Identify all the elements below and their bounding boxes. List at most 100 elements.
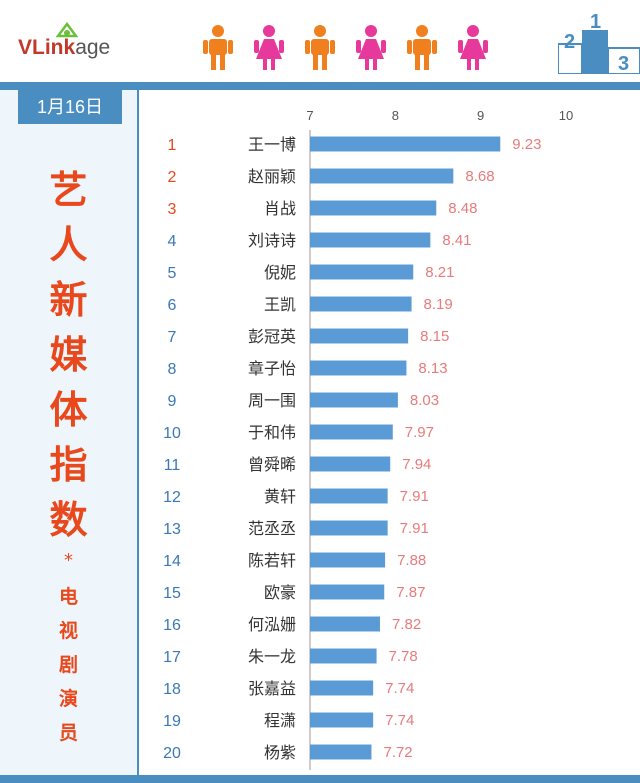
bar bbox=[310, 584, 385, 600]
category-label: 王凯 bbox=[264, 295, 296, 314]
category-label: 朱一龙 bbox=[248, 647, 296, 666]
value-label: 8.13 bbox=[418, 360, 447, 377]
female-person-icon bbox=[356, 25, 386, 70]
value-label: 7.74 bbox=[385, 712, 414, 729]
rank-label: 6 bbox=[168, 297, 177, 314]
category-label: 赵丽颖 bbox=[248, 167, 296, 186]
rank-label: 20 bbox=[163, 745, 181, 762]
rank-label: 14 bbox=[163, 553, 181, 570]
bar bbox=[310, 520, 388, 536]
category-label: 张嘉益 bbox=[248, 679, 296, 698]
value-label: 8.48 bbox=[448, 200, 477, 217]
rank-label: 12 bbox=[163, 489, 181, 506]
rank-label: 5 bbox=[168, 265, 177, 282]
title-char: 新 bbox=[49, 278, 88, 322]
bar bbox=[310, 232, 431, 248]
value-label: 8.15 bbox=[420, 328, 449, 345]
bar bbox=[310, 648, 377, 664]
category-label: 何泓姗 bbox=[248, 615, 296, 634]
subtitle-char: 视 bbox=[58, 620, 78, 642]
x-tick-label: 9 bbox=[477, 108, 484, 123]
bar bbox=[310, 488, 388, 504]
sidebar: 1月16日 艺 人 新 媒 体 指 数 * 电 视 剧 演 员 bbox=[0, 90, 139, 775]
rank-label: 1 bbox=[168, 137, 177, 154]
title-char: 艺 bbox=[49, 168, 88, 212]
female-person-icon bbox=[254, 25, 284, 70]
category-label: 陈若轩 bbox=[248, 551, 296, 570]
subtitle-char: 剧 bbox=[58, 654, 78, 676]
x-tick-label: 10 bbox=[559, 108, 573, 123]
category-label: 曾舜晞 bbox=[248, 455, 296, 474]
bar bbox=[310, 296, 412, 312]
subtitle-char: 电 bbox=[58, 586, 78, 608]
chart-subtitle: 电 视 剧 演 员 bbox=[0, 580, 137, 750]
bar bbox=[310, 712, 374, 728]
title-char: 人 bbox=[49, 223, 88, 267]
podium-icon: 2 1 3 bbox=[558, 14, 640, 74]
subtitle-char: 员 bbox=[58, 722, 78, 744]
value-label: 8.03 bbox=[410, 392, 439, 409]
bar bbox=[310, 200, 437, 216]
people-icons bbox=[203, 25, 488, 70]
bar bbox=[310, 328, 409, 344]
rank-label: 15 bbox=[163, 585, 181, 602]
category-label: 程潇 bbox=[264, 711, 296, 730]
value-label: 7.88 bbox=[397, 552, 426, 569]
title-char: 指 bbox=[49, 443, 88, 487]
category-label: 王一博 bbox=[248, 135, 296, 154]
category-label: 刘诗诗 bbox=[248, 231, 296, 250]
category-label: 周一围 bbox=[248, 391, 296, 410]
category-label: 范丞丞 bbox=[248, 519, 296, 538]
rank-label: 18 bbox=[163, 681, 181, 698]
bar bbox=[310, 424, 393, 440]
bar bbox=[310, 136, 501, 152]
bar bbox=[310, 264, 414, 280]
value-label: 7.94 bbox=[402, 456, 431, 473]
podium-1-label: 1 bbox=[590, 14, 601, 33]
bar bbox=[310, 680, 374, 696]
bottom-divider bbox=[0, 775, 640, 783]
category-label: 黄轩 bbox=[264, 487, 296, 506]
x-tick-label: 7 bbox=[306, 108, 313, 123]
value-label: 7.74 bbox=[385, 680, 414, 697]
category-label: 倪妮 bbox=[264, 263, 296, 282]
bar bbox=[310, 616, 380, 632]
rank-label: 8 bbox=[168, 361, 177, 378]
value-label: 8.68 bbox=[465, 168, 494, 185]
bar bbox=[310, 552, 386, 568]
rank-label: 10 bbox=[163, 425, 181, 442]
rank-label: 3 bbox=[168, 201, 177, 218]
value-label: 7.82 bbox=[392, 616, 421, 633]
value-label: 8.21 bbox=[425, 264, 454, 281]
category-label: 彭冠英 bbox=[248, 327, 296, 346]
title-char: 媒 bbox=[49, 333, 88, 377]
bar bbox=[310, 392, 398, 408]
rank-label: 2 bbox=[168, 169, 177, 186]
male-person-icon bbox=[407, 25, 437, 70]
male-person-icon bbox=[203, 25, 233, 70]
value-label: 8.41 bbox=[442, 232, 471, 249]
chart-title: 艺 人 新 媒 体 指 数 bbox=[0, 163, 137, 548]
category-label: 欧豪 bbox=[264, 583, 296, 602]
value-label: 9.23 bbox=[512, 136, 541, 153]
title-star: * bbox=[64, 550, 73, 571]
bar bbox=[310, 456, 391, 472]
rank-label: 16 bbox=[163, 617, 181, 634]
subtitle-char: 演 bbox=[58, 688, 78, 710]
value-label: 7.87 bbox=[396, 584, 425, 601]
podium-3-label: 3 bbox=[618, 53, 629, 74]
rank-label: 13 bbox=[163, 521, 181, 538]
value-label: 7.91 bbox=[400, 520, 429, 537]
value-label: 7.78 bbox=[389, 648, 418, 665]
bar bbox=[310, 744, 372, 760]
category-label: 于和伟 bbox=[248, 423, 296, 442]
title-char: 体 bbox=[49, 388, 88, 432]
x-tick-label: 8 bbox=[392, 108, 399, 123]
value-label: 7.72 bbox=[383, 744, 412, 761]
value-label: 8.19 bbox=[424, 296, 453, 313]
category-label: 杨紫 bbox=[264, 743, 296, 762]
podium-2-label: 2 bbox=[564, 31, 575, 53]
title-char: 数 bbox=[49, 498, 88, 542]
value-label: 7.91 bbox=[400, 488, 429, 505]
